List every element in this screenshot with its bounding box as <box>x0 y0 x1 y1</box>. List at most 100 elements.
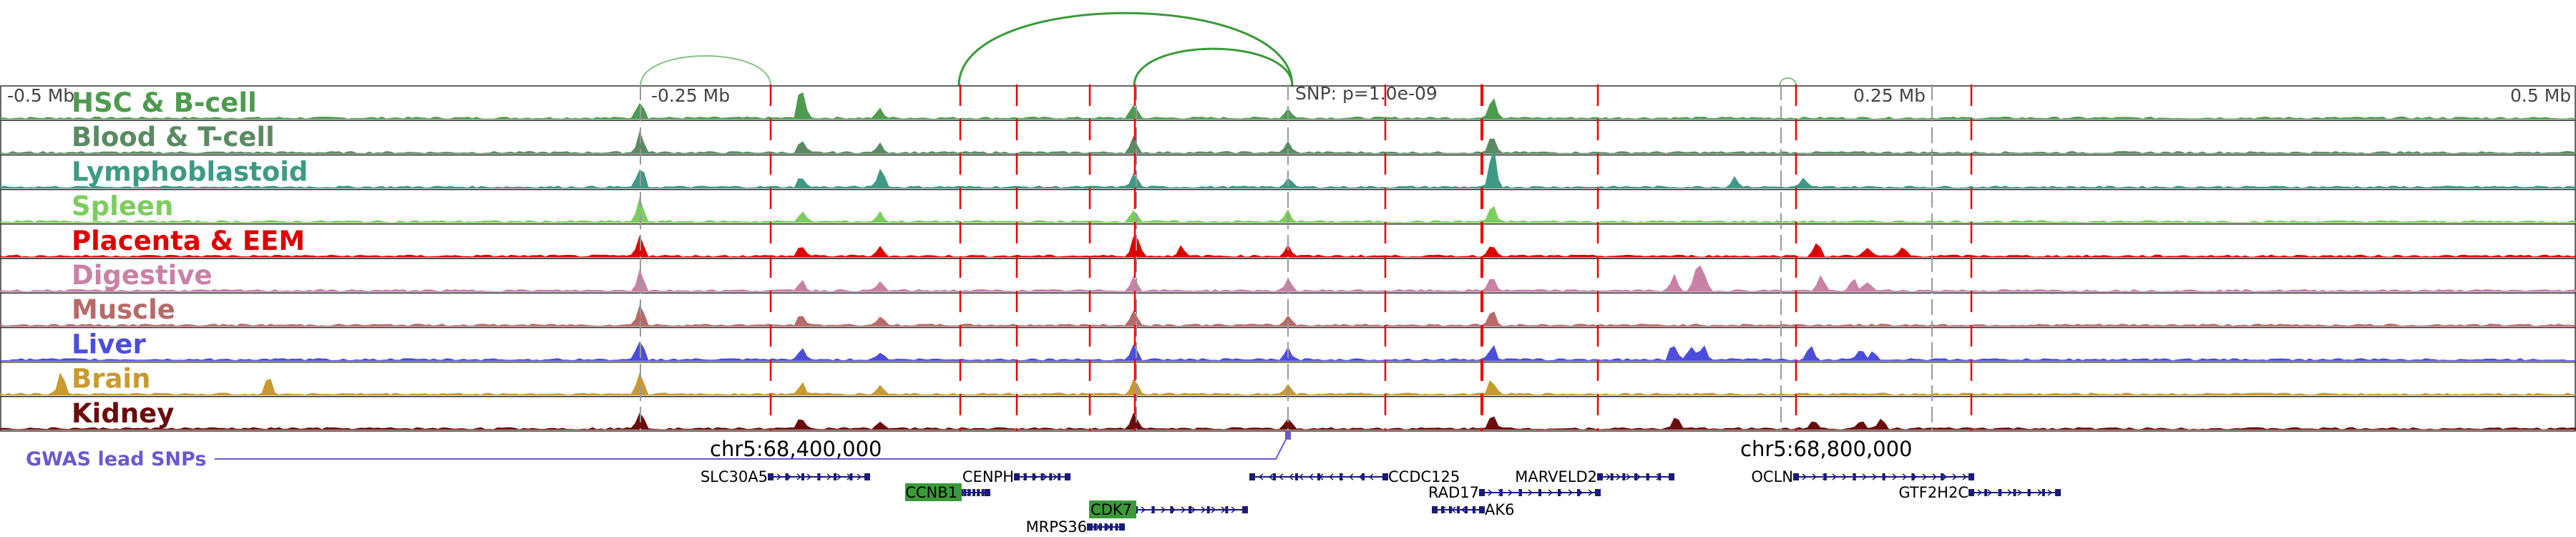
gene-exon <box>1242 506 1248 513</box>
track-label: Digestive <box>72 260 213 291</box>
strand-arrow <box>816 473 822 480</box>
gene-cdk7: CDK7 <box>1089 500 1248 518</box>
gene-exon <box>1014 473 1020 480</box>
gene-exon <box>1984 489 1988 496</box>
gene-exon <box>1853 473 1856 480</box>
gwas-snp-marker <box>1285 431 1291 440</box>
track-signal <box>0 92 2576 120</box>
strand-arrow <box>1606 473 1611 480</box>
gene-ccnb1: CCNB1 <box>905 483 990 501</box>
strand-arrow <box>786 473 792 480</box>
gene-exon <box>1151 506 1155 513</box>
strand-arrow <box>1288 473 1294 480</box>
gene-exon <box>1968 489 1974 496</box>
coordinate-label-2: chr5:68,800,000 <box>1740 437 1913 461</box>
strand-arrow <box>1328 473 1334 480</box>
strand-arrow <box>1053 473 1058 480</box>
track-signal <box>0 304 2576 326</box>
strand-arrow <box>1096 523 1101 531</box>
strand-arrow <box>976 489 982 496</box>
strand-arrow <box>1488 489 1493 496</box>
gene-label: RAD17 <box>1428 484 1479 501</box>
strand-arrow <box>1882 473 1888 480</box>
strand-arrow <box>1518 489 1523 496</box>
strand-arrow <box>1952 473 1958 480</box>
gene-exon <box>785 473 789 480</box>
gene-exon <box>1479 489 1485 496</box>
strand-arrow <box>1470 506 1476 513</box>
gene-exon <box>1058 473 1061 480</box>
gene-mrps36: MRPS36 <box>1026 518 1125 536</box>
strand-arrow <box>1842 473 1848 480</box>
gene-exon <box>2027 489 2031 496</box>
strand-arrow <box>2037 489 2043 496</box>
track-label: Muscle <box>72 294 175 325</box>
strand-arrow <box>1822 473 1828 480</box>
snp-annotation: SNP: p=1.0e-09 <box>1295 83 1438 104</box>
strand-arrow <box>836 473 842 480</box>
strand-arrow <box>847 473 852 480</box>
strand-arrow <box>1023 473 1028 480</box>
gene-exon <box>1479 506 1485 513</box>
gene-exon <box>1032 473 1035 480</box>
strand-arrow <box>1440 506 1446 513</box>
strand-arrow <box>1538 489 1543 496</box>
strand-arrow <box>1338 473 1344 480</box>
track-label: Blood & T-cell <box>72 122 275 153</box>
gwas-label: GWAS lead SNPs <box>26 448 206 470</box>
strand-arrow <box>1962 473 1968 480</box>
gene-label: OCLN <box>1751 468 1793 485</box>
strand-arrow <box>1832 473 1838 480</box>
strand-arrow <box>1558 489 1563 496</box>
strand-arrow <box>1872 473 1878 480</box>
gene-exon <box>2055 489 2061 496</box>
strand-arrow <box>1043 473 1048 480</box>
strand-arrow <box>1892 473 1898 480</box>
strand-arrow <box>1942 473 1948 480</box>
gene-exon <box>1110 523 1113 531</box>
marker-lines <box>640 84 1973 431</box>
gene-exon <box>1595 489 1601 496</box>
strand-arrow <box>1508 489 1513 496</box>
gene-marveld2: MARVELD2 <box>1515 468 1674 485</box>
strand-arrow <box>1626 473 1631 480</box>
gene-cenph: CENPH <box>962 468 1070 485</box>
gene-exon <box>1646 473 1649 480</box>
gene-exon <box>972 489 975 496</box>
strand-arrow <box>1368 473 1374 480</box>
gene-exon <box>801 473 804 480</box>
gene-rad17: RAD17 <box>1428 484 1601 501</box>
gene-exon <box>1610 473 1614 480</box>
gene-exon <box>1473 506 1475 513</box>
axis-label-right: 0.5 Mb <box>2510 85 2571 106</box>
strand-arrow <box>1450 506 1456 513</box>
gene-exon <box>1558 489 1561 496</box>
strand-arrow <box>1852 473 1858 480</box>
gene-exon <box>1457 506 1460 513</box>
strand-arrow <box>1460 506 1466 513</box>
strand-arrow <box>1616 473 1621 480</box>
gene-exon <box>864 473 870 480</box>
track-signal <box>0 148 2576 189</box>
strand-arrow <box>1308 473 1314 480</box>
strand-arrow <box>1161 506 1166 513</box>
gene-exon <box>1432 506 1438 513</box>
gene-exon <box>1040 473 1044 480</box>
strand-arrow <box>857 473 862 480</box>
chromatin-loop-arc <box>1779 77 1797 87</box>
gene-label: MRPS36 <box>1026 518 1087 536</box>
strand-arrow <box>1977 489 1983 496</box>
strand-arrow <box>1922 473 1928 480</box>
gene-exon <box>834 473 836 480</box>
gene-label: CDK7 <box>1091 501 1132 518</box>
gene-exon <box>1023 473 1027 480</box>
gene-exon <box>1999 489 2002 496</box>
gene-exon <box>1538 489 1541 496</box>
chromatin-loop-arc <box>1133 47 1294 87</box>
gene-ocln: OCLN <box>1751 468 1974 485</box>
strand-arrow <box>2017 489 2023 496</box>
strand-arrow <box>966 489 972 496</box>
gene-exon <box>1519 489 1522 496</box>
strand-arrow <box>1231 506 1236 513</box>
track-label: Placenta & EEM <box>72 226 305 256</box>
